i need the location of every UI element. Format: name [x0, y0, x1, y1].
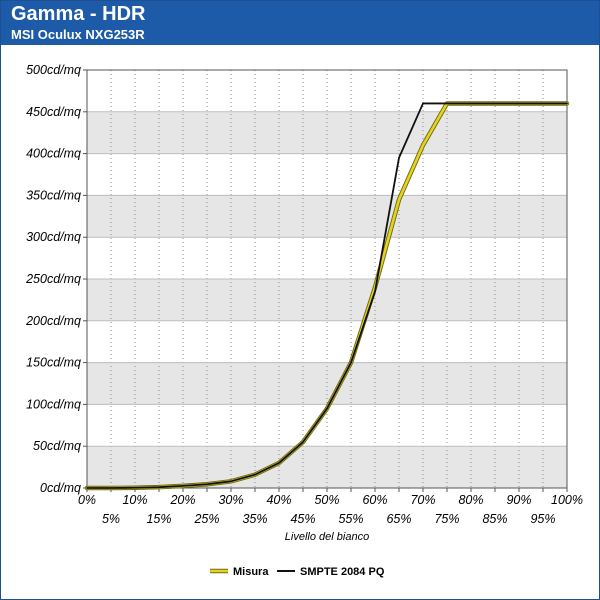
- x-tick-label: 20%: [169, 493, 195, 507]
- x-tick-label: 40%: [266, 493, 291, 507]
- chart-title: Gamma - HDR: [11, 3, 146, 25]
- x-tick-label: 80%: [458, 493, 483, 507]
- legend-label-smpte: SMPTE 2084 PQ: [300, 566, 385, 578]
- x-tick-label: 15%: [146, 512, 171, 526]
- y-tick-label: 50cd/mq: [33, 439, 81, 453]
- legend-label-misura: Misura: [233, 566, 269, 578]
- y-tick-label: 0cd/mq: [40, 481, 81, 495]
- y-tick-label: 150cd/mq: [26, 356, 81, 370]
- x-tick-label: 95%: [530, 512, 555, 526]
- x-tick-label: 50%: [314, 493, 339, 507]
- x-tick-label: 25%: [193, 512, 219, 526]
- x-axis-label: Livello del bianco: [285, 531, 369, 543]
- x-tick-label: 75%: [434, 512, 459, 526]
- x-tick-label: 10%: [122, 493, 147, 507]
- x-tick-label: 45%: [290, 512, 315, 526]
- y-tick-label: 450cd/mq: [26, 105, 81, 119]
- y-tick-label: 400cd/mq: [26, 147, 81, 161]
- x-tick-label: 100%: [551, 493, 583, 507]
- plot-band: [87, 320, 567, 363]
- y-tick-label: 300cd/mq: [26, 230, 81, 244]
- y-tick-label: 250cd/mq: [25, 272, 81, 286]
- y-tick-label: 200cd/mq: [25, 314, 81, 328]
- series-line-smpte-2084-pq: [86, 102, 568, 489]
- x-tick-label: 5%: [102, 512, 120, 526]
- y-tick-label: 100cd/mq: [26, 397, 81, 411]
- chart-subtitle: MSI Oculux NXG253R: [11, 27, 145, 42]
- chart-header: Gamma - HDR MSI Oculux NXG253R: [1, 1, 599, 45]
- x-tick-label: 30%: [218, 493, 243, 507]
- x-tick-label: 90%: [506, 493, 531, 507]
- x-tick-label: 85%: [482, 512, 507, 526]
- y-tick-label: 500cd/mq: [26, 63, 81, 77]
- plot-band: [87, 279, 567, 321]
- x-tick-label: 65%: [386, 512, 411, 526]
- x-tick-label: 0%: [78, 493, 96, 507]
- x-tick-label: 55%: [338, 512, 363, 526]
- plot-band: [87, 362, 567, 405]
- x-tick-label: 35%: [242, 512, 267, 526]
- plot-band: [87, 446, 567, 488]
- x-tick-label: 60%: [362, 493, 387, 507]
- y-tick-label: 350cd/mq: [26, 188, 81, 202]
- x-tick-label: 70%: [410, 493, 435, 507]
